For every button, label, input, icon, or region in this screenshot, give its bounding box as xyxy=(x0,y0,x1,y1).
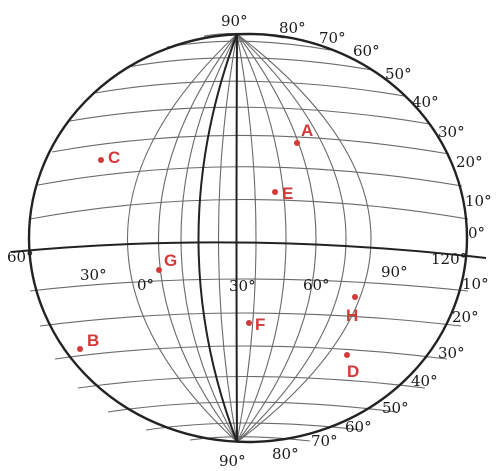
equator-line xyxy=(10,241,487,259)
bottom-label: 50° xyxy=(382,399,409,417)
parallel-line xyxy=(77,375,426,389)
parallel-line xyxy=(107,401,398,413)
point-b-dot xyxy=(77,346,83,352)
point-c-label: C xyxy=(108,148,120,167)
meridian-line xyxy=(236,33,347,443)
equator-label: 120° xyxy=(431,250,467,268)
top-label: 0° xyxy=(468,224,485,242)
parallel-line xyxy=(189,436,311,442)
bottom-label: 90° xyxy=(219,452,246,470)
meridian-line xyxy=(236,33,287,443)
parallel-line xyxy=(69,106,431,125)
meridian-line xyxy=(236,33,257,443)
globe-outline xyxy=(27,32,469,444)
central-meridian-line xyxy=(235,33,238,443)
parallel-line xyxy=(29,278,469,292)
parallel-line xyxy=(94,80,405,97)
parallel-line xyxy=(51,134,450,155)
parallel-line xyxy=(39,312,462,327)
point-h-label: H xyxy=(346,306,358,325)
bottom-label: 70° xyxy=(311,432,338,450)
point-b-label: B xyxy=(87,331,99,350)
top-label: 90° xyxy=(221,12,248,30)
meridian-line xyxy=(157,33,238,443)
point-f-label: F xyxy=(255,315,265,334)
point-g-label: G xyxy=(164,251,177,270)
equator-label: 0° xyxy=(137,276,154,294)
labeled-points: A B C D E F G H xyxy=(77,121,359,381)
meridian-line xyxy=(180,33,238,443)
meridian-line xyxy=(236,33,372,443)
bottom-label: 20° xyxy=(452,308,479,326)
top-label: 10° xyxy=(465,192,492,210)
point-e-dot xyxy=(272,189,278,195)
top-label: 20° xyxy=(456,153,483,171)
parallel-line xyxy=(37,166,463,187)
equator-label: 60° xyxy=(303,276,330,294)
meridian-line xyxy=(126,33,238,443)
meridian-line xyxy=(236,33,317,443)
point-a-label: A xyxy=(301,121,313,140)
point-a-dot xyxy=(294,140,300,146)
point-h-dot xyxy=(352,294,358,300)
top-label: 50° xyxy=(385,65,412,83)
point-g-dot xyxy=(156,267,162,273)
bottom-label: 10° xyxy=(462,275,489,293)
parallel-line xyxy=(54,345,448,360)
parallel-line xyxy=(29,198,469,220)
meridian-line xyxy=(217,33,238,443)
top-label: 40° xyxy=(412,93,439,111)
bottom-label: 60° xyxy=(345,418,372,436)
bottom-label: 40° xyxy=(411,372,438,390)
equator-label: 30° xyxy=(80,266,107,284)
equator-label: 60° xyxy=(7,248,34,266)
top-label: 80° xyxy=(279,19,306,37)
main-lines xyxy=(10,33,487,443)
top-label: 60° xyxy=(353,42,380,60)
point-e-label: E xyxy=(282,184,293,203)
point-d-label: D xyxy=(347,362,359,381)
parallel-line xyxy=(127,57,373,71)
point-c-dot xyxy=(98,157,104,163)
top-label: 70° xyxy=(319,29,346,47)
bottom-label: 30° xyxy=(438,344,465,362)
point-f-dot xyxy=(246,320,252,326)
point-d-dot xyxy=(344,352,350,358)
prime-meridian-line xyxy=(197,33,238,443)
equator-label: 90° xyxy=(381,263,408,281)
equator-label: 30° xyxy=(229,277,256,295)
top-label: 30° xyxy=(438,123,465,141)
bottom-label: 80° xyxy=(272,445,299,463)
degree-labels: 90° 80° 70° 60° 50° 40° 30° 20° 10° 0° 9… xyxy=(7,12,492,470)
